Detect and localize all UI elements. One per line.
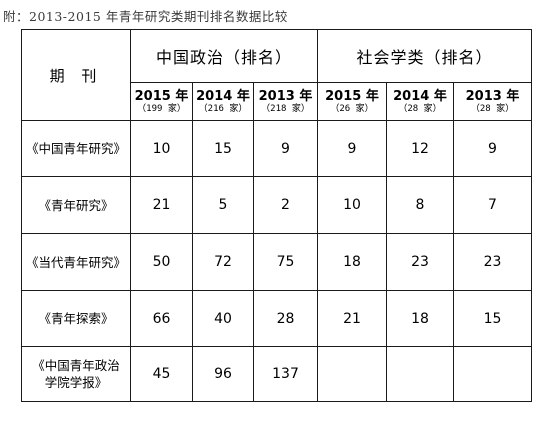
rank-cell — [386, 346, 454, 402]
rank-cell: 21 — [130, 176, 193, 234]
rank-cell: 9 — [253, 120, 318, 177]
rank-cell: 96 — [192, 346, 254, 402]
rank-cell: 50 — [130, 233, 193, 291]
rank-cell: 72 — [192, 233, 254, 291]
rank-cell: 21 — [317, 290, 387, 347]
column-header: 2014 年（28 家） — [386, 82, 454, 121]
rank-cell: 9 — [453, 120, 532, 177]
rank-cell: 10 — [130, 120, 193, 177]
rank-cell: 2 — [253, 176, 318, 234]
column-header: 2015 年（199 家） — [130, 82, 193, 121]
table-row: 《青年研究》 21 5 2 10 8 7 — [21, 176, 532, 234]
journal-name: 《中国青年研究》 — [21, 120, 131, 177]
column-header: 2014 年（216 家） — [192, 82, 254, 121]
rank-cell: 8 — [386, 176, 454, 234]
table-row: 《当代青年研究》 50 72 75 18 23 23 — [21, 233, 532, 291]
rank-cell: 12 — [386, 120, 454, 177]
column-header: 2015 年（26 家） — [317, 82, 387, 121]
rank-cell — [453, 346, 532, 402]
rank-cell: 23 — [453, 233, 532, 291]
rank-cell: 75 — [253, 233, 318, 291]
rank-cell: 45 — [130, 346, 193, 402]
journal-name: 《当代青年研究》 — [21, 233, 131, 291]
table-row: 《中国青年政治学院学报》 45 96 137 — [21, 346, 532, 402]
caption: 附：2013-2015 年青年研究类期刊排名数据比较 — [3, 9, 288, 24]
rank-cell: 66 — [130, 290, 193, 347]
rank-cell: 15 — [453, 290, 532, 347]
group-header-politics: 中国政治（排名） — [130, 29, 318, 83]
journal-name: 《青年探索》 — [21, 290, 131, 347]
rank-cell: 18 — [317, 233, 387, 291]
rank-cell: 18 — [386, 290, 454, 347]
journal-name: 《青年研究》 — [21, 176, 131, 234]
rank-cell: 15 — [192, 120, 254, 177]
journal-name: 《中国青年政治学院学报》 — [21, 346, 131, 402]
group-header-sociology: 社会学类（排名） — [317, 29, 532, 83]
rank-cell: 10 — [317, 176, 387, 234]
rank-cell — [317, 346, 387, 402]
table-row: 《中国青年研究》 10 15 9 9 12 9 — [21, 120, 532, 177]
rank-cell: 9 — [317, 120, 387, 177]
rank-cell: 23 — [386, 233, 454, 291]
column-header: 2013 年（218 家） — [253, 82, 318, 121]
rank-cell: 137 — [253, 346, 318, 402]
column-header: 2013 年（28 家） — [453, 82, 532, 121]
ranking-table: 期 刊 中国政治（排名） 社会学类（排名） 2015 年（199 家） 2014… — [21, 29, 532, 402]
rank-cell: 7 — [453, 176, 532, 234]
rank-cell: 5 — [192, 176, 254, 234]
period-header: 期 刊 — [21, 29, 131, 121]
table-row: 《青年探索》 66 40 28 21 18 15 — [21, 290, 532, 347]
rank-cell: 28 — [253, 290, 318, 347]
rank-cell: 40 — [192, 290, 254, 347]
